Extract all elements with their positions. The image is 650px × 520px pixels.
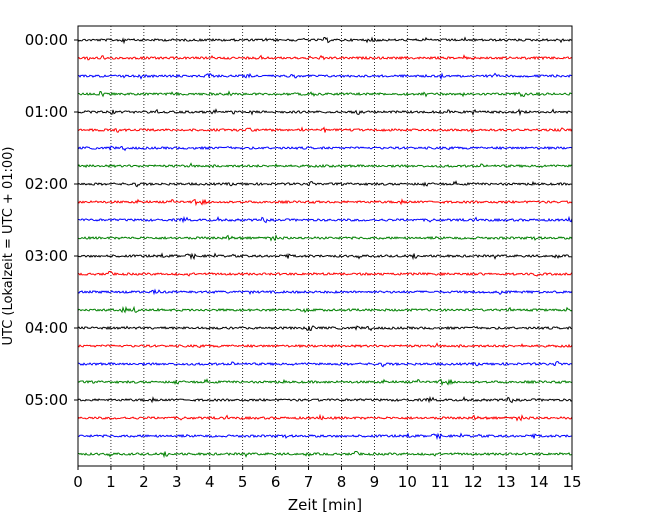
x-tick-label: 10 (398, 473, 417, 491)
x-tick-label: 11 (431, 473, 450, 491)
trace-line (77, 126, 573, 134)
x-tick-label: 13 (497, 473, 516, 491)
plot-area (78, 26, 572, 466)
trace-line (77, 198, 573, 207)
trace-line (78, 215, 573, 224)
x-tick-label: 12 (464, 473, 483, 491)
trace-line (77, 413, 573, 422)
trace-line (77, 234, 573, 242)
trace-line (77, 36, 573, 45)
x-tick-label: 9 (370, 473, 380, 491)
trace-line (77, 90, 573, 98)
trace-line (77, 108, 573, 117)
x-tick-label: 4 (205, 473, 215, 491)
y-tick-label: 03:00 (25, 247, 68, 265)
trace-line (77, 271, 573, 277)
x-tick-label: 15 (562, 473, 581, 491)
trace-line (77, 180, 573, 188)
x-tick-label: 1 (106, 473, 116, 491)
x-tick-label: 14 (530, 473, 549, 491)
trace-line (77, 378, 573, 387)
trace-line (77, 342, 573, 349)
trace-line (77, 451, 573, 459)
x-tick-label: 0 (73, 473, 83, 491)
x-tick-label: 8 (337, 473, 347, 491)
x-tick-label: 2 (139, 473, 149, 491)
y-tick-label: 05:00 (25, 391, 68, 409)
trace-line (77, 162, 573, 169)
trace-line (77, 54, 573, 61)
trace-line (77, 288, 573, 296)
x-axis-label: Zeit [min] (288, 496, 362, 514)
trace-line (77, 305, 573, 314)
x-tick-label: 6 (271, 473, 281, 491)
trace-line (77, 325, 573, 332)
y-tick-label: 02:00 (25, 175, 68, 193)
trace-line (77, 361, 573, 368)
y-tick-label: 00:00 (25, 31, 68, 49)
trace-line (77, 395, 573, 404)
x-tick-label: 3 (172, 473, 182, 491)
trace-line (77, 145, 573, 152)
x-axis-ticks: 0 1 2 3 4 5 6 7 8 9 10 11 12 13 14 15 (73, 466, 582, 491)
grid-lines (110, 26, 540, 466)
x-tick-label: 5 (238, 473, 248, 491)
trace-line (77, 432, 573, 441)
y-axis-label: UTC (Lokalzeit = UTC + 01:00) (1, 147, 16, 346)
y-axis-ticks: 00:00 01:00 02:00 03:00 04:00 05:00 (25, 31, 78, 409)
trace-line (77, 72, 573, 81)
plot-frame (77, 25, 573, 467)
y-tick-label: 04:00 (25, 319, 68, 337)
x-tick-label: 7 (304, 473, 314, 491)
seismic-traces (77, 36, 573, 459)
trace-line (77, 252, 573, 261)
y-tick-label: 01:00 (25, 103, 68, 121)
